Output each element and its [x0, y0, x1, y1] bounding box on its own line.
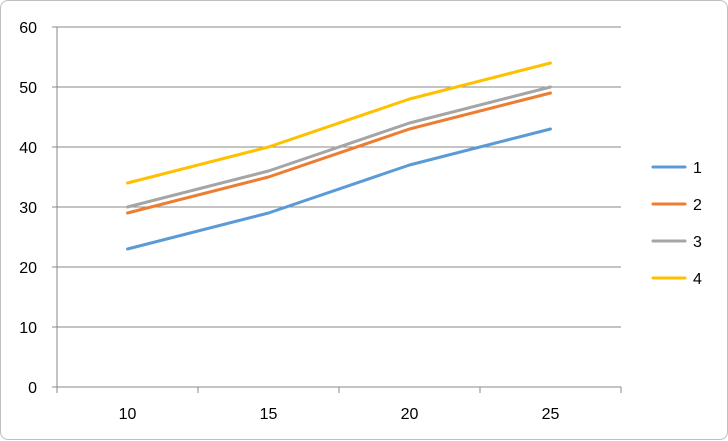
y-tick-label-40: 40: [19, 140, 37, 157]
series-lines: [126, 61, 552, 251]
y-tick-label-60: 60: [19, 20, 37, 37]
legend: 1 2 3 4: [651, 160, 702, 288]
legend-label-3: 3: [693, 234, 702, 251]
y-tick-label-10: 10: [19, 320, 37, 337]
x-tick-label-20: 20: [401, 406, 419, 423]
gridlines: [57, 26, 621, 328]
legend-label-4: 4: [693, 271, 702, 288]
legend-label-1: 1: [693, 160, 702, 177]
x-tick-label-10: 10: [119, 406, 137, 423]
x-tick-label-25: 25: [542, 406, 560, 423]
series-line-1: [126, 127, 552, 251]
x-tick-label-15: 15: [260, 406, 278, 423]
y-tick-label-30: 30: [19, 200, 37, 217]
axes: 0 10 20 30 40 50 60 10 15 20 25: [19, 20, 622, 423]
y-tick-label-20: 20: [19, 260, 37, 277]
series-line-3: [126, 85, 552, 209]
series-line-2: [126, 91, 552, 215]
series-line-4: [126, 61, 552, 185]
legend-label-2: 2: [693, 197, 702, 214]
y-tick-label-50: 50: [19, 80, 37, 97]
y-tick-label-0: 0: [28, 380, 37, 397]
